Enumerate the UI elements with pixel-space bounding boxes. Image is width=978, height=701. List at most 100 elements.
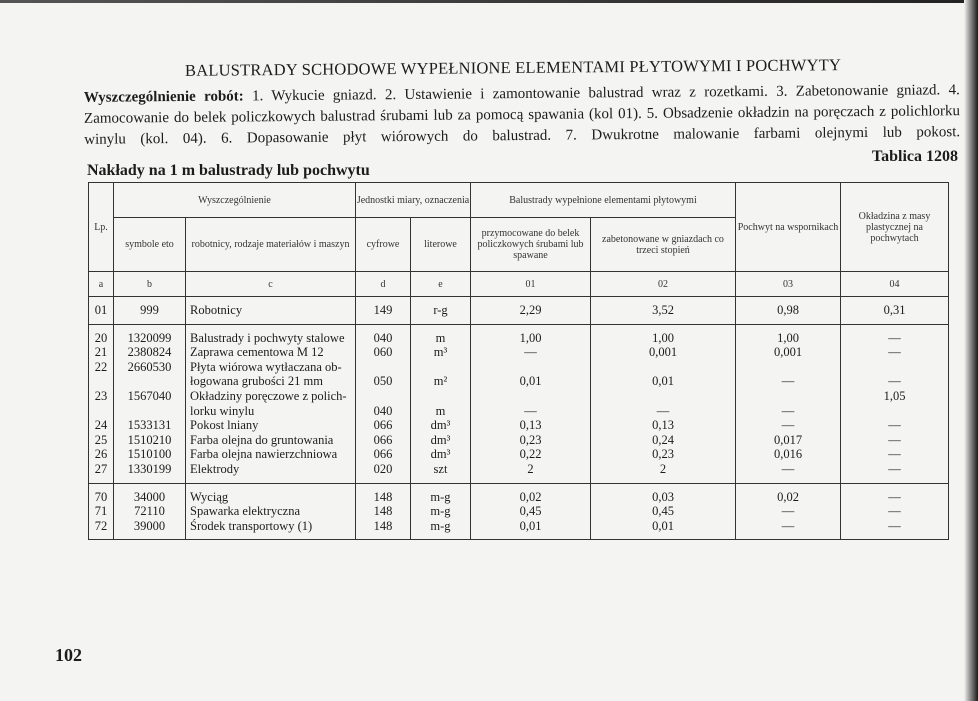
page-title: BALUSTRADY SCHODOWE WYPEŁNIONE ELEMENTAM… [184,55,842,80]
cell-line: 2 [527,461,534,476]
table-row-group: 20 21 22 23 24 25 26 27 1320099 2380824 2660530 156… [88,323,949,484]
cell-line: 70 [94,489,108,504]
cell-line: 040 [373,330,393,345]
scan-top-edge [0,0,978,3]
cell-line: 34000 [133,489,166,504]
cell-line: Robotnicy [190,303,243,317]
cell-line: 0,31 [883,303,906,317]
cell-line [114,404,185,419]
cell-line: 0,01 [652,374,674,389]
cell-line: Okładziny poręczowe z polich- [190,388,347,403]
cell-line: 01 [94,303,108,317]
col03-cell: 1,00 0,001— — —0,017 0,016— [735,323,841,484]
cell-line: 2,29 [519,303,542,317]
cell-line: — [888,447,901,462]
cell-line: 148 [373,504,393,519]
cell-line: Środek transportowy (1) [190,518,313,533]
cell-line: 1,00 [519,330,542,345]
cell-line: 0,22 [519,447,542,462]
cell-line: 0,01 [652,518,674,533]
symbol-cell: 34000 72110 39000 [113,482,186,541]
cell-line [411,389,470,404]
cell-line: — [888,504,901,519]
cell-line: 148 [373,518,393,533]
cell-line: — [888,461,901,476]
cell-line: 1330199 [127,461,172,476]
cell-line [114,374,185,389]
cell-line: 1,05 [883,388,906,403]
symbol-cell: 999 [113,296,186,325]
cell-line: 060 [373,345,393,360]
cell-line: 72110 [134,504,165,519]
unit-cell: m-g m-g m-g [410,482,471,541]
col01-cell: 0,02 0,45 0,01 [470,482,591,541]
cell-line: m³ [433,345,448,360]
table-row-group: 01 999 Robotnicy 149 r-g 2,29 3,52 0,98 0,31 [88,296,949,325]
table-row-group: 70 71 72 34000 72110 39000 Wyciąg Spawarka elek… [88,482,949,541]
cell-line [411,360,470,375]
header-przymocowane: przymocowane do belek policzkowych śruba… [470,217,591,272]
cell-line: Elektrody [190,461,240,476]
cell-line: 1567040 [127,388,172,403]
page-number: 102 [55,645,82,665]
cell-line: — [888,418,901,433]
cell-line: 2 [659,461,667,476]
cell-line: 066 [373,432,393,447]
cell-line [89,374,113,389]
unit-code-cell: 040 060 050 040 066 066 066 020 [355,323,411,484]
col02-cell: 3,52 [590,296,736,325]
cell-line: 1510210 [127,432,172,447]
cell-line: m-g [430,489,451,504]
cell-line: 20 [94,330,108,345]
column-letter: 01 [470,271,591,297]
header-cyfrowe: cyfrowe [355,217,411,272]
col03-cell: 0,02— — [735,482,841,541]
cell-line: — [656,403,670,418]
cell-line: 149 [373,303,393,317]
cell-line: — [781,518,795,533]
cell-line: 39000 [133,518,166,533]
cell-line: Balustrady i pochwyty stalowe [190,330,345,345]
cell-line: m [435,403,446,418]
cell-line: 0,23 [652,447,674,462]
cell-line: 1533131 [127,418,172,433]
header-lp: Lp. [88,182,114,272]
cell-line: 71 [94,504,108,519]
cell-line: Zaprawa cementowa M 12 [190,345,324,360]
cell-line [736,360,840,375]
header-literowe: literowe [410,217,471,272]
cell-line: 3,52 [652,303,674,317]
unit-code-cell: 148 148 148 [355,482,411,541]
cell-line [471,389,590,404]
lp-cell: 01 [88,296,114,325]
cell-line: lorku winylu [190,403,255,418]
unit-cell: m m³ m² m dm³ dm³ dm³ szt [410,323,471,484]
name-cell: Wyciąg Spawarka elektryczna Środek transpo… [185,482,356,541]
unit-cell: r-g [410,296,471,325]
cell-line: r-g [433,303,448,317]
lp-cell: 20 21 22 23 24 25 26 27 [88,323,114,484]
cell-line: — [888,489,901,504]
col01-cell: 1,00—0,01—0,13 0,23 0,22 2 [470,323,591,484]
cell-line: szt [433,461,448,476]
symbol-cell: 1320099 2380824 2660530 1567040 1533131 15102… [113,323,186,484]
cell-line: Płyta wiórowa wytłaczana ob- [190,359,342,374]
cell-line: 1,00 [652,330,674,345]
cell-line: 2380824 [127,345,172,360]
column-letter: d [355,271,411,297]
cell-line: 26 [94,447,108,462]
cell-line [356,360,410,375]
cell-line: 0,01 [519,518,542,533]
cell-line: 0,02 [519,489,542,504]
column-letter: b [113,271,186,297]
cell-line: Farba olejna do gruntowania [190,432,334,447]
column-letter: 03 [735,271,841,297]
cell-line: m-g [430,518,451,533]
table-number: Tablica 1208 [871,148,958,165]
cell-line: — [781,418,795,433]
cell-line: m² [433,374,448,389]
cell-line: 148 [373,489,393,504]
cell-line [471,360,590,375]
cell-line: 1510100 [127,447,172,462]
cell-line: 25 [94,432,108,447]
